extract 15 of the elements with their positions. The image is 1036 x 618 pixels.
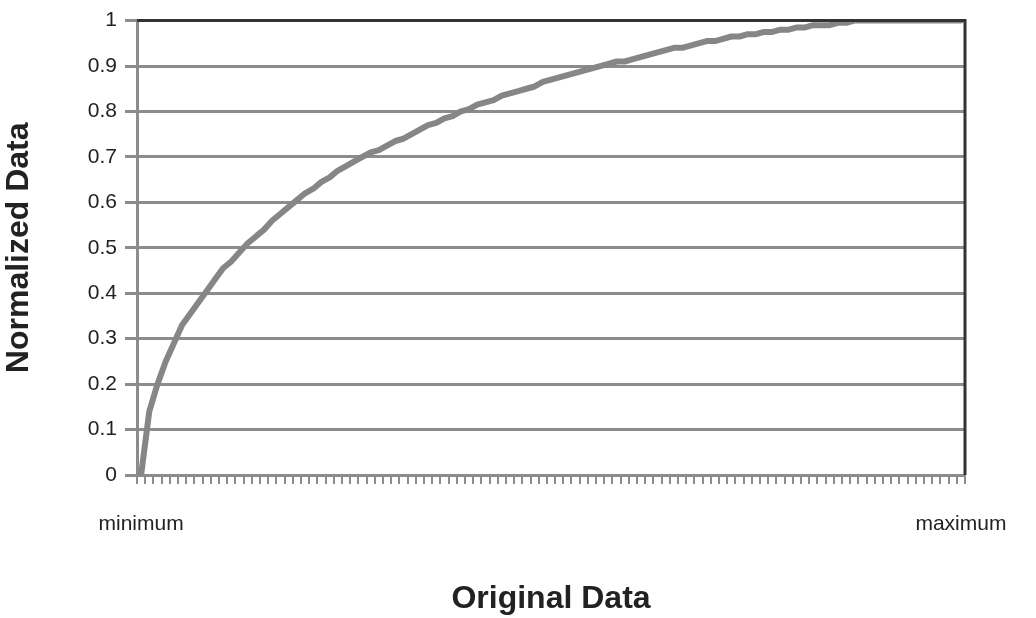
y-tick-label: 0.2 — [87, 370, 117, 394]
y-tick-label: 0.7 — [87, 143, 117, 167]
y-tick-label: 1 — [105, 7, 117, 31]
x-tick-label: minimum — [98, 511, 184, 535]
y-tick-label: 0.4 — [87, 280, 118, 304]
y-tick-label: 0.3 — [87, 325, 117, 349]
y-tick-label: 0.6 — [87, 189, 117, 213]
y-tick-label: 0.8 — [87, 98, 117, 122]
y-axis-title: Normalized Data — [0, 122, 36, 374]
x-tick-label: maximum — [915, 511, 1007, 535]
y-tick-label: 0.9 — [87, 52, 117, 76]
x-axis-title: Original Data — [451, 578, 651, 615]
y-tick-label: 0.1 — [87, 416, 117, 440]
y-tick-label: 0 — [105, 461, 117, 485]
y-tick-label: 0.5 — [87, 234, 117, 258]
